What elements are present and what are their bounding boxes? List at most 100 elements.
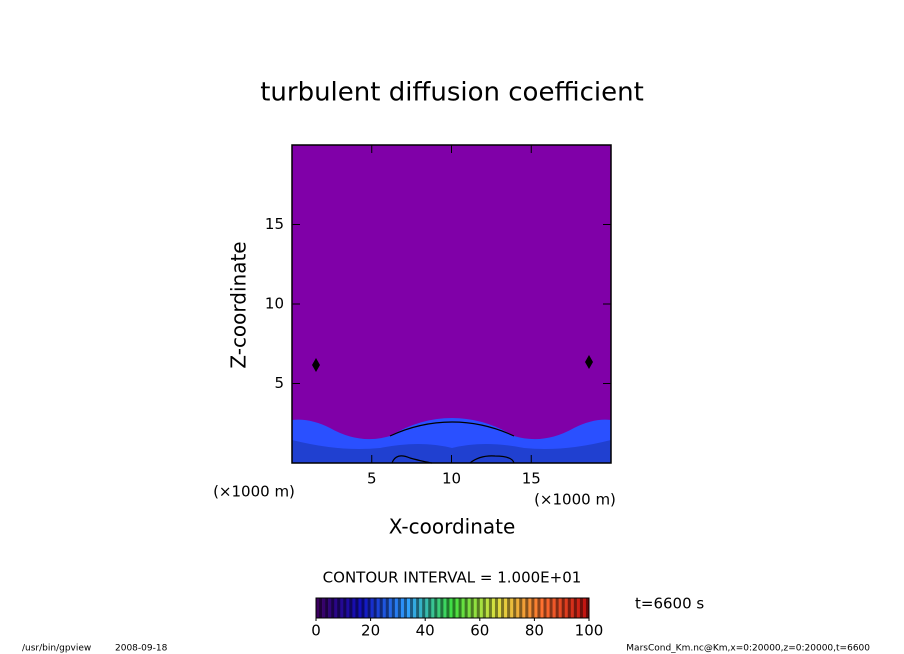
chart-title: turbulent diffusion coefficient (260, 78, 644, 108)
y-tick-label: 5 (274, 374, 284, 392)
colorbar-cell (331, 598, 335, 618)
colorbar-cell (431, 598, 435, 618)
contour-interval: CONTOUR INTERVAL = 1.000E+01 (323, 569, 582, 587)
x-axis-label: X-coordinate (389, 515, 516, 539)
contour-line (389, 421, 515, 437)
colorbar-cell (410, 598, 414, 618)
colorbar-cell (467, 598, 471, 618)
colorbar-cell (555, 598, 559, 618)
colorbar-cell (452, 598, 456, 618)
footer-right: MarsCond_Km.nc@Km,x=0:20000,z=0:20000,t=… (626, 644, 870, 654)
colorbar-cell (422, 598, 426, 618)
colorbar-cell (528, 598, 532, 618)
colorbar-frame (315, 597, 590, 619)
colorbar-cell (349, 598, 353, 618)
colorbar-cell (504, 598, 508, 618)
colorbar-tick-label: 80 (525, 622, 544, 640)
colorbar-cell (400, 598, 405, 618)
colorbar-cell (388, 598, 393, 618)
colorbar-cell (376, 598, 380, 618)
colorbar-cell (334, 598, 338, 618)
colorbar-cell (473, 598, 478, 618)
colorbar-cell (397, 598, 402, 618)
y-tick-label: 10 (265, 295, 284, 313)
colorbar-cell (358, 598, 362, 618)
colorbar-cell (510, 598, 514, 618)
colorbar-cell (531, 598, 535, 618)
colorbar-cell (373, 598, 377, 618)
colorbar-cell (425, 598, 429, 618)
colorbar-cell (419, 598, 423, 618)
colorbar-cell (316, 598, 320, 618)
colorbar-cell (476, 598, 481, 618)
colorbar-cell (570, 598, 575, 618)
colorbar-cell (413, 598, 417, 618)
colorbar-cell (455, 598, 459, 618)
colorbar-cell (552, 598, 556, 618)
x-tick-label: 5 (367, 470, 377, 488)
colorbar-cell (325, 598, 329, 618)
field-background (292, 145, 611, 463)
colorbar-cell (501, 598, 505, 618)
colorbar-cell (498, 598, 502, 618)
colorbar-cell (440, 598, 444, 618)
colorbar-cell (516, 598, 520, 618)
contour-line (391, 455, 515, 464)
colorbar-cell (364, 598, 368, 618)
colorbar-cell (437, 598, 441, 618)
colorbar-cell (434, 598, 438, 618)
y-tick-label: 15 (265, 215, 284, 233)
colorbar-cell (479, 598, 484, 618)
colorbar-cell (540, 598, 544, 618)
colorbar-cell (522, 598, 526, 618)
colorbar-cell (534, 598, 538, 618)
colorbar-cell (464, 598, 468, 618)
colorbar-cell (491, 598, 496, 618)
colorbar-cell (576, 598, 581, 618)
colorbar-cell (507, 598, 511, 618)
colorbar-cell (564, 598, 569, 618)
x-unit: (×1000 m) (534, 491, 616, 509)
colorbar-tick-label: 60 (470, 622, 489, 640)
colorbar-cell (382, 598, 387, 618)
colorbar-cell (319, 598, 323, 618)
colorbar-cell (407, 598, 411, 618)
colorbar-tick-label: 100 (575, 622, 604, 640)
colorbar-cell (482, 598, 487, 618)
colorbar-cell (367, 598, 371, 618)
colorbar-cell (446, 598, 450, 618)
footer-date: 2008-09-18 (115, 644, 168, 654)
colorbar-cell (494, 598, 499, 618)
colorbar-cell (391, 598, 396, 618)
colorbar-cell (337, 598, 341, 618)
colorbar-cell (585, 598, 590, 618)
y-unit: (×1000 m) (213, 483, 295, 501)
colorbar-tick-label: 20 (361, 622, 380, 640)
colorbar-cell (579, 598, 584, 618)
colorbar-cell (394, 598, 399, 618)
y-axis-label: Z-coordinate (227, 241, 251, 368)
colorbar-cell (582, 598, 587, 618)
colorbar-cell (519, 598, 523, 618)
colorbar-cell (485, 598, 490, 618)
colorbar-cell (458, 598, 462, 618)
colorbar-cell (428, 598, 432, 618)
field (292, 145, 611, 464)
colorbar-cell (513, 598, 517, 618)
colorbar-tick-label: 40 (416, 622, 435, 640)
x-tick-label: 15 (522, 470, 541, 488)
colorbar-cell (416, 598, 420, 618)
x-tick-label: 10 (442, 470, 461, 488)
colorbar-cell (558, 598, 562, 618)
colorbar-cell (525, 598, 529, 618)
colorbar-cell (328, 598, 332, 618)
footer-left: /usr/bin/gpview (22, 644, 91, 654)
colorbar-tick-label: 0 (311, 622, 321, 640)
colorbar-cell (361, 598, 365, 618)
colorbar-cell (573, 598, 578, 618)
colorbar-cell (567, 598, 572, 618)
colorbar-cell (537, 598, 541, 618)
colorbar-cell (370, 598, 374, 618)
